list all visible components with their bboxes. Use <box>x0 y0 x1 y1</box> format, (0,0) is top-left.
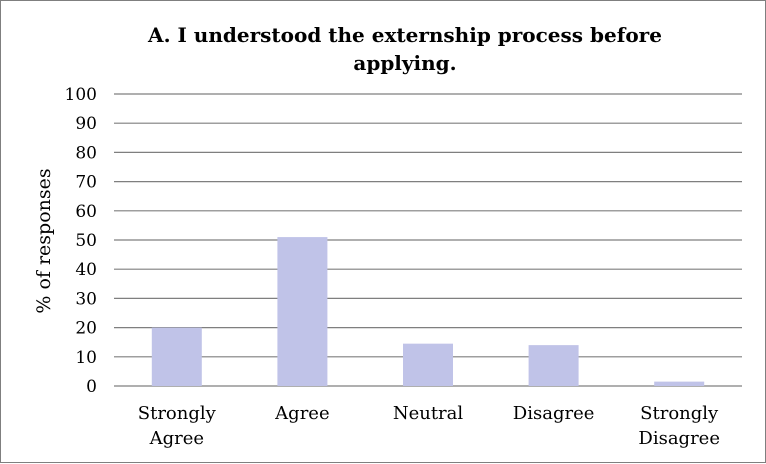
y-tick-label: 40 <box>75 260 97 280</box>
x-tick-label: Disagree <box>638 428 720 449</box>
bar <box>277 237 328 386</box>
x-tick-label: Strongly <box>640 403 719 424</box>
chart-title-line: A. I understood the externship process b… <box>147 23 662 47</box>
y-tick-label: 0 <box>86 377 97 397</box>
y-axis-ticks: 0 10 20 30 40 50 60 70 80 90 100 <box>65 85 97 397</box>
y-tick-label: 70 <box>75 173 97 193</box>
bar <box>528 345 579 386</box>
y-axis-label: % of responses <box>33 168 55 313</box>
y-tick-label: 20 <box>75 319 97 339</box>
bars <box>151 237 705 386</box>
bar <box>403 343 453 386</box>
bar <box>654 381 705 386</box>
gridlines <box>114 93 742 387</box>
y-tick-label: 10 <box>75 348 97 368</box>
y-tick-label: 60 <box>75 202 97 222</box>
x-tick-label: Agree <box>274 403 329 424</box>
y-tick-label: 50 <box>75 231 97 251</box>
y-tick-label: 100 <box>65 85 97 105</box>
y-tick-label: 90 <box>75 114 97 134</box>
chart-title: A. I understood the externship process b… <box>147 23 662 75</box>
x-tick-label: Strongly <box>138 403 217 424</box>
x-tick-label: Disagree <box>513 403 595 424</box>
chart-title-line: applying. <box>353 51 456 75</box>
x-tick-label: Agree <box>149 428 204 449</box>
x-axis-labels: Strongly Agree Agree Neutral Disagree Strongl… <box>138 403 720 449</box>
bar <box>151 327 202 386</box>
y-tick-label: 30 <box>75 289 97 309</box>
y-tick-label: 80 <box>75 143 97 163</box>
x-tick-label: Neutral <box>393 403 464 424</box>
